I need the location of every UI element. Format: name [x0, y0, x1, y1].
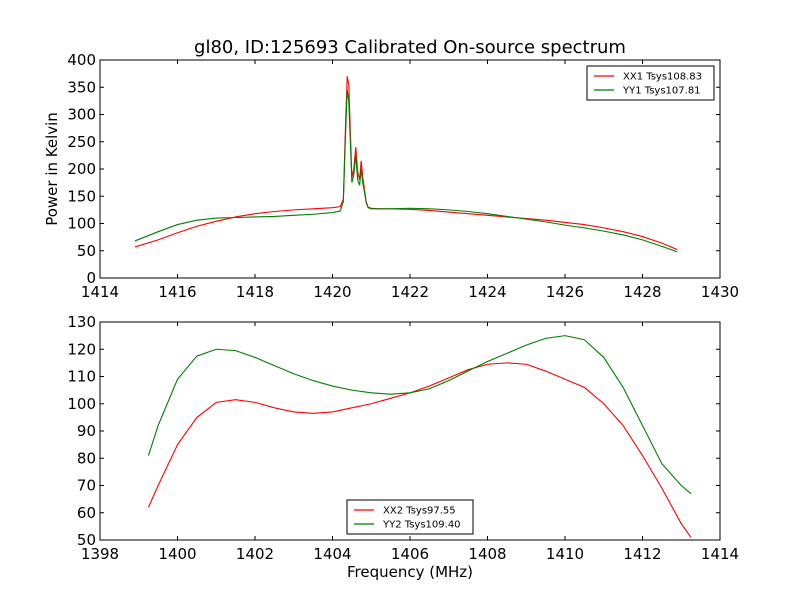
y-tick-label-1-0: 50 [77, 531, 96, 549]
x-tick-label-1-0: 1398 [81, 545, 119, 563]
x-tick-label-0-8: 1430 [701, 283, 739, 301]
x-tick-label-0-1: 1416 [158, 283, 196, 301]
x-tick-label-1-6: 1410 [546, 545, 584, 563]
y-tick-label-1-6: 110 [67, 368, 96, 386]
y-tick-label-0-5: 250 [67, 133, 96, 151]
x-tick-label-0-7: 1428 [623, 283, 661, 301]
legend-entry-0-0: XX1 Tsys108.83 [623, 72, 702, 83]
x-tick-label-1-4: 1406 [391, 545, 429, 563]
bottom-panel: 1398 1400 1402 1404 1406 1408 1410 1412 1414 50 60… [67, 313, 739, 563]
y-tick-label-0-3: 150 [67, 187, 96, 205]
y-tick-label-0-1: 50 [77, 242, 96, 260]
x-tick-label-1-1: 1400 [158, 545, 196, 563]
x-tick-label-0-6: 1426 [546, 283, 584, 301]
y-tick-label-1-4: 90 [77, 422, 96, 440]
y-tick-label-1-5: 100 [67, 395, 96, 413]
x-tick-label-1-3: 1404 [313, 545, 351, 563]
y-tick-label-1-7: 120 [67, 340, 96, 358]
series-line-1-1 [147, 335, 692, 495]
legend-box-1 [346, 499, 474, 535]
y-tick-label-1-8: 130 [67, 313, 96, 331]
x-tick-label-1-2: 1402 [236, 545, 274, 563]
series-line-0-1 [134, 89, 678, 253]
x-tick-label-0-4: 1422 [391, 283, 429, 301]
y-tick-label-0-0: 0 [86, 269, 96, 287]
y-tick-label-0-8: 400 [67, 51, 96, 69]
y-tick-label-0-2: 100 [67, 215, 96, 233]
x-tick-label-0-5: 1424 [468, 283, 506, 301]
series-line-1-0 [147, 362, 692, 538]
series-line-0-0 [134, 76, 678, 251]
y-tick-label-0-6: 300 [67, 106, 96, 124]
top-panel: 1414 1416 1418 1420 1422 1424 1426 1428 1430 0 50 1… [67, 51, 739, 301]
x-tick-label-1-8: 1414 [701, 545, 739, 563]
y-tick-label-1-3: 80 [77, 449, 96, 467]
chart-title: gl80, ID:125693 Calibrated On-source spe… [194, 37, 626, 58]
x-tick-label-1-5: 1408 [468, 545, 506, 563]
x-tick-label-1-7: 1412 [623, 545, 661, 563]
y-axis-label-top: Power in Kelvin [43, 112, 61, 226]
legend-entry-1-0: XX2 Tsys97.55 [383, 506, 456, 517]
legend-entry-1-1: YY2 Tsys109.40 [382, 520, 461, 531]
y-tick-label-1-2: 70 [77, 477, 96, 495]
x-tick-label-0-3: 1420 [313, 283, 351, 301]
legend-box-0 [586, 65, 715, 101]
y-tick-label-1-1: 60 [77, 504, 96, 522]
x-tick-label-0-0: 1414 [81, 283, 119, 301]
x-tick-label-0-2: 1418 [236, 283, 274, 301]
y-tick-label-0-7: 350 [67, 78, 96, 96]
y-tick-label-0-4: 200 [67, 160, 96, 178]
x-axis-label-bottom: Frequency (MHz) [347, 563, 473, 581]
legend-entry-0-1: YY1 Tsys107.81 [622, 86, 701, 97]
